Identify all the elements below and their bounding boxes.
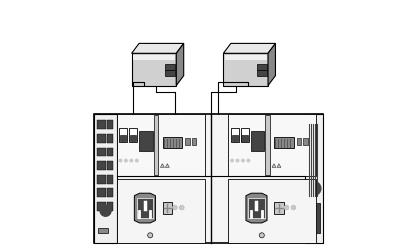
Circle shape [180, 206, 184, 210]
FancyBboxPatch shape [306, 145, 314, 151]
FancyBboxPatch shape [107, 202, 113, 211]
FancyBboxPatch shape [257, 64, 267, 70]
FancyBboxPatch shape [265, 115, 270, 175]
Circle shape [100, 205, 111, 216]
FancyBboxPatch shape [229, 114, 317, 176]
FancyBboxPatch shape [231, 128, 239, 142]
FancyBboxPatch shape [165, 70, 175, 76]
Circle shape [231, 159, 233, 162]
FancyBboxPatch shape [94, 114, 323, 243]
FancyBboxPatch shape [154, 115, 158, 175]
FancyBboxPatch shape [94, 114, 117, 243]
FancyBboxPatch shape [97, 161, 106, 170]
FancyBboxPatch shape [107, 188, 113, 197]
Polygon shape [224, 43, 276, 53]
FancyBboxPatch shape [139, 131, 153, 151]
FancyBboxPatch shape [224, 53, 268, 86]
FancyBboxPatch shape [231, 134, 238, 141]
FancyBboxPatch shape [97, 134, 106, 143]
Circle shape [173, 206, 177, 210]
FancyBboxPatch shape [107, 120, 113, 129]
FancyBboxPatch shape [163, 202, 173, 214]
Polygon shape [134, 193, 156, 223]
Polygon shape [272, 164, 276, 167]
FancyBboxPatch shape [251, 131, 264, 151]
FancyBboxPatch shape [229, 179, 317, 243]
FancyBboxPatch shape [97, 148, 106, 156]
FancyBboxPatch shape [117, 179, 205, 243]
FancyBboxPatch shape [163, 137, 182, 148]
FancyBboxPatch shape [117, 114, 205, 176]
FancyBboxPatch shape [129, 128, 137, 142]
FancyBboxPatch shape [191, 138, 196, 145]
FancyBboxPatch shape [305, 114, 323, 243]
FancyBboxPatch shape [97, 120, 106, 129]
Circle shape [284, 206, 289, 210]
Polygon shape [166, 164, 169, 167]
FancyBboxPatch shape [241, 128, 249, 142]
Circle shape [291, 206, 295, 210]
FancyBboxPatch shape [249, 198, 264, 218]
FancyBboxPatch shape [107, 161, 113, 170]
Circle shape [242, 159, 244, 162]
FancyBboxPatch shape [120, 134, 126, 141]
FancyBboxPatch shape [133, 55, 175, 60]
Circle shape [307, 182, 321, 195]
Polygon shape [277, 164, 281, 167]
FancyBboxPatch shape [241, 134, 248, 141]
FancyBboxPatch shape [225, 55, 267, 60]
FancyBboxPatch shape [107, 175, 113, 184]
Circle shape [259, 233, 264, 238]
Circle shape [247, 159, 250, 162]
FancyBboxPatch shape [97, 188, 106, 197]
Circle shape [119, 159, 122, 162]
Polygon shape [246, 193, 267, 223]
Polygon shape [132, 43, 184, 53]
FancyBboxPatch shape [130, 134, 136, 141]
Circle shape [148, 233, 153, 238]
FancyBboxPatch shape [274, 202, 284, 214]
Circle shape [236, 159, 239, 162]
FancyBboxPatch shape [137, 198, 153, 218]
FancyBboxPatch shape [107, 134, 113, 143]
Circle shape [130, 159, 133, 162]
FancyBboxPatch shape [132, 53, 176, 86]
FancyBboxPatch shape [257, 70, 267, 76]
Circle shape [125, 159, 127, 162]
FancyBboxPatch shape [98, 228, 108, 233]
Polygon shape [176, 43, 184, 86]
FancyBboxPatch shape [119, 128, 127, 142]
FancyBboxPatch shape [186, 138, 190, 145]
Circle shape [136, 159, 138, 162]
FancyBboxPatch shape [97, 202, 106, 211]
FancyBboxPatch shape [306, 203, 320, 233]
FancyBboxPatch shape [97, 175, 106, 184]
FancyBboxPatch shape [165, 64, 175, 70]
FancyBboxPatch shape [107, 148, 113, 156]
FancyBboxPatch shape [303, 138, 308, 145]
Polygon shape [161, 164, 164, 167]
FancyBboxPatch shape [297, 138, 301, 145]
FancyBboxPatch shape [274, 137, 294, 148]
Polygon shape [268, 43, 276, 86]
